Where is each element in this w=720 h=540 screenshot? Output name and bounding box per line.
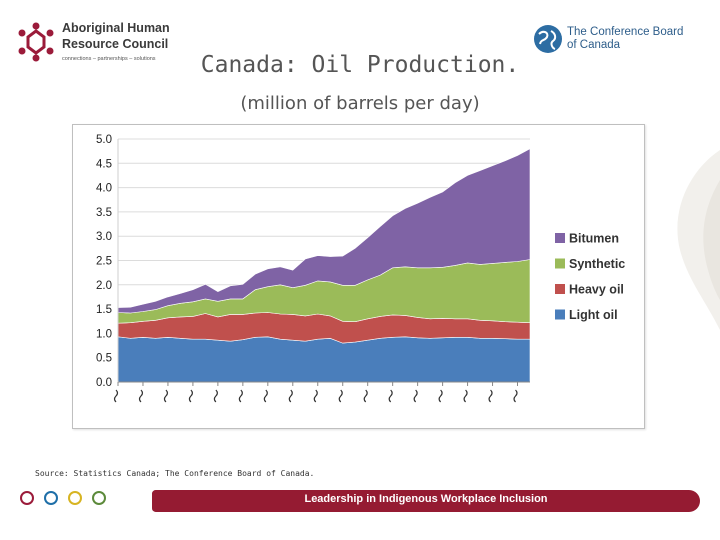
y-tick-label: 0.5 [96, 353, 112, 365]
conference-board-logo: The Conference Board of Canada [533, 22, 713, 62]
x-tick-label-fragment [363, 389, 368, 403]
slide-subtitle: (million of barrels per day) [240, 93, 480, 114]
y-tick-label: 5.0 [96, 134, 112, 146]
y-tick-label: 3.5 [96, 207, 112, 219]
area-bitumen [117, 148, 531, 314]
y-tick-label: 2.5 [96, 256, 112, 268]
x-tick-label-fragment [338, 389, 343, 403]
area-light [117, 336, 531, 383]
x-tick-label-fragment [488, 389, 493, 403]
oil-production-chart: 0.0 0.5 1.0 1.5 2.0 2.5 3.0 3.5 4.0 4.5 5.0 Bitumen… [96, 134, 625, 403]
ahrc-name-line1: Aboriginal Human [62, 21, 170, 35]
x-tick-label-fragment [263, 389, 268, 403]
legend-swatch-bitumen [555, 233, 565, 243]
ahrc-logo: Aboriginal Human Resource Council connec… [14, 16, 184, 66]
decorative-circles [20, 491, 140, 511]
ahrc-people-icon [18, 22, 54, 62]
x-tick-label-fragment [188, 389, 194, 403]
x-tick-label-fragment [438, 389, 443, 403]
circle-2-icon [44, 491, 58, 505]
ahrc-name-line2: Resource Council [62, 37, 169, 51]
legend-swatch-light [555, 309, 565, 320]
y-tick-label: 3.0 [96, 231, 112, 243]
ahrc-tagline: connections – partnerships – solutions [62, 56, 156, 62]
x-tick-label-fragment [238, 389, 243, 403]
circle-4-icon [92, 491, 106, 505]
y-tick-label: 1.5 [96, 304, 112, 316]
circle-1-icon [20, 491, 34, 505]
x-tick-label-fragment [113, 389, 119, 403]
slide-title: Canada: Oil Production. [200, 52, 520, 78]
x-tick-label-fragment [513, 389, 518, 403]
legend-label-heavy: Heavy oil [569, 283, 624, 297]
x-tick-label-fragment [288, 389, 293, 403]
x-tick-label-fragment [388, 389, 393, 403]
footer-banner: Leadership in Indigenous Workplace Inclu… [152, 490, 700, 512]
x-tick-label-fragment [163, 389, 169, 403]
conference-board-name-line2: of Canada [567, 39, 621, 51]
y-tick-label: 4.0 [96, 183, 112, 195]
y-tick-label: 2.0 [96, 280, 112, 292]
x-tick-label-fragment [313, 389, 318, 403]
legend-swatch-synthetic [555, 258, 565, 269]
x-tick-label-fragment [213, 389, 218, 403]
x-tick-label-fragment [138, 389, 144, 403]
legend-label-light: Light oil [569, 308, 618, 322]
x-tick-label-fragment [463, 389, 468, 403]
globe-icon [534, 25, 562, 53]
y-tick-label: 0.0 [96, 377, 112, 389]
legend-swatch-heavy [555, 284, 565, 294]
source-note: Source: Statistics Canada; The Conferenc… [35, 469, 315, 478]
conference-board-name-line1: The Conference Board [567, 26, 684, 38]
footer-banner-text: Leadership in Indigenous Workplace Inclu… [304, 493, 548, 505]
chart-frame: 0.0 0.5 1.0 1.5 2.0 2.5 3.0 3.5 4.0 4.5 5.0 Bitumen… [72, 124, 645, 429]
y-tick-label: 4.5 [96, 158, 112, 170]
y-tick-label: 1.0 [96, 328, 112, 340]
legend-label-synthetic: Synthetic [569, 257, 625, 271]
legend-label-bitumen: Bitumen [569, 232, 619, 246]
background-figure-graphic [677, 150, 720, 330]
x-tick-label-fragment [413, 389, 418, 403]
circle-3-icon [68, 491, 82, 505]
